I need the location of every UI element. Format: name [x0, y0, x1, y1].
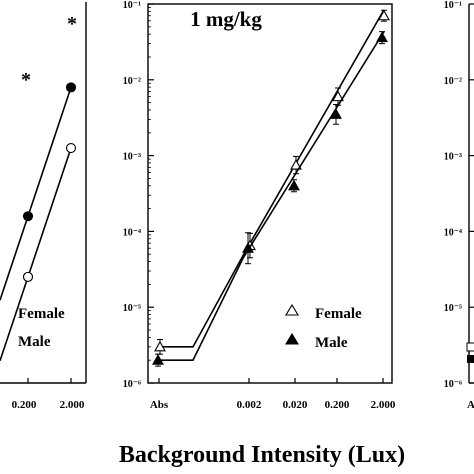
right-legend-female-marker	[466, 342, 474, 352]
x-tick-label: 0.200	[325, 399, 350, 411]
left-data-point-male	[65, 82, 77, 93]
y-tick-label: 10⁻¹	[123, 0, 141, 11]
left-annotation-star: *	[67, 13, 77, 35]
left-legend-male: Male	[18, 334, 51, 350]
data-point-male	[242, 242, 254, 253]
left-panel: 0.200 2.000 * * Female Male	[0, 2, 87, 411]
legend-female-label: Female	[315, 306, 362, 322]
x-axis-label: Background Intensity (Lux)	[119, 442, 405, 468]
data-point-female	[290, 158, 302, 170]
data-point-female	[378, 9, 390, 21]
left-x-tick-label: 2.000	[60, 399, 85, 411]
left-annotation-star: *	[21, 69, 31, 91]
x-tick-label: 0.002	[237, 399, 262, 411]
right-panel: 10⁻⁶ 10⁻⁵ 10⁻⁴ 10⁻³ 10⁻² 10⁻¹ A	[444, 0, 474, 411]
data-point-female	[332, 90, 344, 102]
y-tick-label: 10⁻⁴	[123, 227, 141, 238]
right-legend-male-marker	[467, 355, 474, 363]
legend-male-label: Male	[315, 335, 348, 351]
x-tick-label: 0.020	[283, 399, 308, 411]
right-y-tick-label: 10⁻²	[444, 76, 462, 87]
y-tick-label: 10⁻⁶	[123, 379, 141, 390]
x-tick-label: 2.000	[371, 399, 396, 411]
data-point-male	[152, 354, 164, 365]
right-y-tick-label: 10⁻⁶	[444, 379, 462, 390]
left-data-point-female	[22, 271, 34, 282]
right-y-tick-label: 10⁻⁴	[444, 227, 462, 238]
left-data-point-male	[22, 211, 34, 222]
center-x-ticks: Abs 0.002 0.020 0.200 2.000	[150, 378, 396, 411]
right-x-tick-label: A	[467, 399, 474, 411]
legend-male-marker	[285, 332, 299, 345]
center-series	[152, 9, 390, 367]
right-y-tick-label: 10⁻⁵	[444, 303, 462, 314]
y-tick-label: 10⁻⁵	[123, 303, 141, 314]
x-tick-label: Abs	[150, 399, 169, 411]
data-point-female	[154, 340, 166, 352]
left-x-tick-label: 0.200	[12, 399, 37, 411]
right-y-ticks: 10⁻⁶ 10⁻⁵ 10⁻⁴ 10⁻³ 10⁻² 10⁻¹	[444, 0, 474, 390]
right-y-tick-label: 10⁻³	[444, 152, 462, 163]
y-tick-label: 10⁻³	[123, 152, 141, 163]
left-legend-female: Female	[18, 306, 65, 322]
series-fit-line	[159, 31, 385, 361]
data-point-male	[288, 179, 300, 191]
legend-female-marker	[285, 303, 299, 316]
left-data-point-female	[65, 142, 77, 154]
left-panel-series	[0, 82, 77, 383]
center-plot-frame	[147, 3, 393, 384]
left-fit-line	[0, 87, 72, 301]
series-fit-line	[159, 9, 385, 348]
center-legend: Female Male	[285, 303, 362, 351]
right-y-tick-label: 10⁻¹	[444, 0, 462, 11]
data-point-male	[330, 108, 342, 119]
center-panel-title: 1 mg/kg	[190, 7, 262, 31]
center-panel: 1 mg/kg 10⁻⁶ 10⁻⁵ 10⁻⁴ 10⁻³ 10⁻² 10⁻¹ Abs 0.00…	[123, 0, 396, 411]
data-point-male	[376, 31, 388, 43]
center-y-ticks: 10⁻⁶ 10⁻⁵ 10⁻⁴ 10⁻³ 10⁻² 10⁻¹	[123, 0, 154, 390]
left-fit-line	[0, 147, 72, 362]
y-tick-label: 10⁻²	[123, 76, 141, 87]
